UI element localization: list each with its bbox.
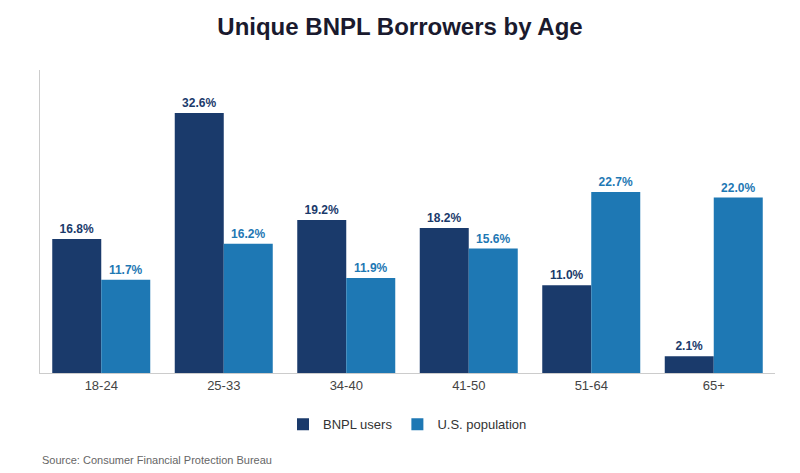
svg-text:18-24: 18-24 xyxy=(85,378,118,393)
svg-text:11.9%: 11.9% xyxy=(354,261,388,275)
svg-text:22.7%: 22.7% xyxy=(599,175,633,189)
svg-text:16.8%: 16.8% xyxy=(60,222,94,236)
svg-text:U.S. population: U.S. population xyxy=(437,417,526,432)
svg-text:51-64: 51-64 xyxy=(575,378,608,393)
svg-text:19.2%: 19.2% xyxy=(305,203,339,217)
svg-text:2.1%: 2.1% xyxy=(675,339,703,353)
svg-text:15.6%: 15.6% xyxy=(476,232,510,246)
svg-text:22.0%: 22.0% xyxy=(721,181,755,195)
svg-text:16.2%: 16.2% xyxy=(231,227,265,241)
svg-text:Source: Consumer Financial Pro: Source: Consumer Financial Protection Bu… xyxy=(42,454,272,466)
svg-text:11.0%: 11.0% xyxy=(550,268,584,282)
svg-text:65+: 65+ xyxy=(703,378,725,393)
svg-text:18.2%: 18.2% xyxy=(427,211,461,225)
svg-text:Unique BNPL Borrowers by Age: Unique BNPL Borrowers by Age xyxy=(217,13,582,40)
svg-text:32.6%: 32.6% xyxy=(182,96,216,110)
svg-text:25-33: 25-33 xyxy=(207,378,240,393)
svg-text:34-40: 34-40 xyxy=(330,378,363,393)
svg-text:41-50: 41-50 xyxy=(452,378,485,393)
svg-text:BNPL users: BNPL users xyxy=(323,417,392,432)
svg-text:11.7%: 11.7% xyxy=(109,263,143,277)
